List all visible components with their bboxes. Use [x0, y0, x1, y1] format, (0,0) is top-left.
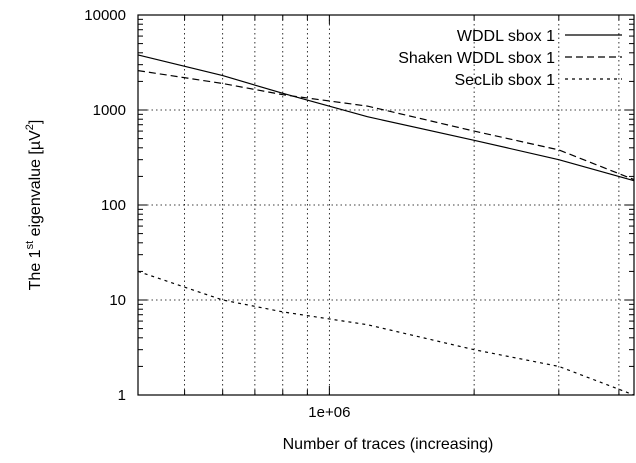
x-tick-label: 1e+06: [308, 404, 350, 421]
series-line: [137, 70, 635, 181]
y-tick-label: 10: [109, 292, 126, 309]
y-tick-label: 100: [101, 197, 126, 214]
plot-series: [137, 54, 635, 396]
axis-tick-labels: 1 10 100 1000 10000 1e+06: [84, 7, 350, 421]
legend-label: WDDL sbox 1: [457, 28, 555, 45]
legend: WDDL sbox 1 Shaken WDDL sbox 1 SecLib sbox…: [398, 28, 622, 89]
y-axis-label-sup2: 2: [24, 124, 36, 130]
y-tick-label: 1: [118, 387, 126, 404]
y-tick-label: 10000: [84, 7, 126, 24]
y-axis-label-suffix: ]: [27, 120, 44, 124]
x-axis-label: Number of traces (increasing): [283, 436, 494, 453]
y-axis-label-sup: st: [24, 241, 36, 250]
y-axis-label: The 1st eigenvalue [µV2]: [24, 120, 44, 291]
y-axis-label-prefix: The 1: [27, 249, 44, 290]
y-axis-label-mid: eigenvalue [µV: [27, 130, 44, 241]
grid: [137, 15, 634, 395]
series-line: [137, 270, 635, 396]
legend-label: Shaken WDDL sbox 1: [398, 50, 555, 67]
legend-label: SecLib sbox 1: [454, 72, 555, 89]
plot-frame: [137, 14, 635, 396]
axis-ticks: [137, 14, 634, 396]
y-tick-label: 1000: [93, 102, 126, 119]
series-line: [137, 54, 635, 182]
